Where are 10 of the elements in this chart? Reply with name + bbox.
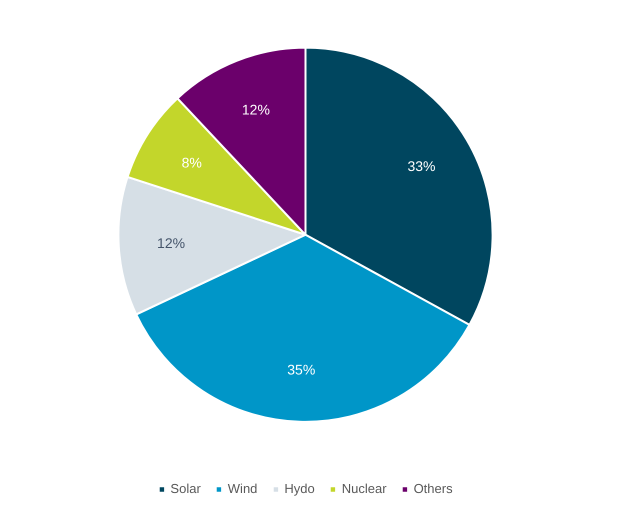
data-label: 33% <box>407 158 436 174</box>
legend-label: Others <box>414 481 453 496</box>
data-label: 8% <box>182 154 202 170</box>
legend-label: Nuclear <box>342 481 387 496</box>
data-label: 12% <box>242 101 270 118</box>
legend-label: Hydo <box>284 481 315 496</box>
legend-label: Solar <box>170 481 201 496</box>
data-label: 35% <box>287 362 316 378</box>
legend-label: Wind <box>228 481 258 496</box>
data-label: 12% <box>157 235 186 252</box>
